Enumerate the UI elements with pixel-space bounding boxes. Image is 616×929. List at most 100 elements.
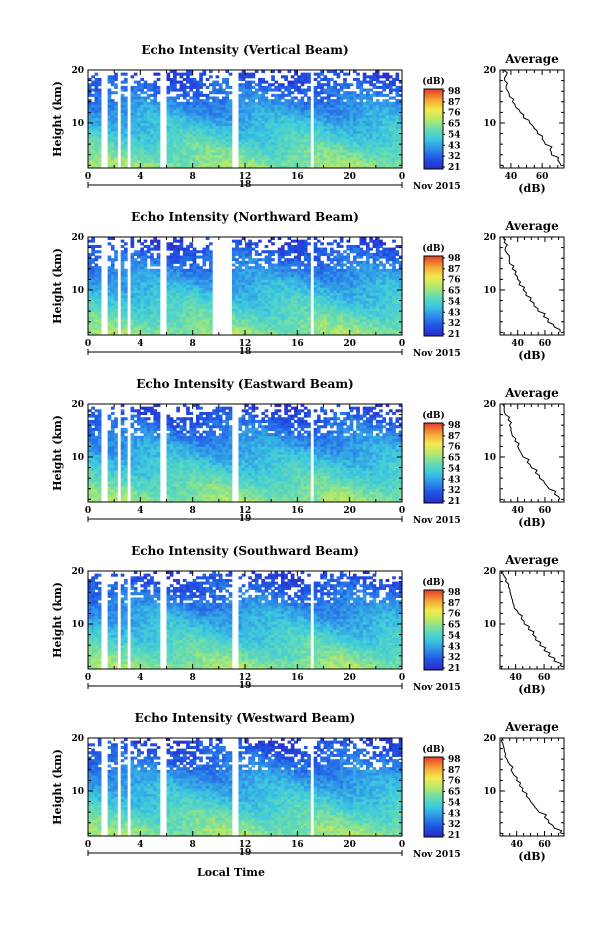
heatmap-cell (209, 301, 213, 304)
heatmap-cell (108, 152, 112, 155)
heatmap-cell (150, 83, 154, 86)
heatmap-cell (98, 112, 102, 115)
heatmap-cell (232, 293, 236, 296)
heatmap-cell (131, 139, 135, 142)
heatmap-cell (301, 293, 305, 296)
heatmap-cell (219, 107, 223, 110)
heatmap-cell (258, 266, 262, 269)
heatmap-cell (216, 131, 220, 134)
heatmap-cell (137, 298, 141, 301)
heatmap-cell (324, 298, 328, 301)
heatmap-cell (327, 155, 331, 158)
heatmap-cell (144, 314, 148, 317)
heatmap-cell (281, 295, 285, 298)
heatmap-cell (98, 126, 102, 129)
heatmap-cell (330, 160, 334, 163)
heatmap-cell (278, 256, 282, 259)
heatmap-cell (189, 253, 193, 256)
heatmap-cell (327, 242, 331, 245)
heatmap-cell (242, 110, 246, 113)
heatmap-cell (176, 298, 180, 301)
heatmap-cell (176, 269, 180, 272)
heatmap-cell (356, 149, 360, 152)
heatmap-cell (95, 96, 99, 99)
heatmap-cell (238, 73, 242, 76)
heatmap-cell (304, 277, 308, 280)
heatmap-cell (297, 314, 301, 317)
heatmap-cell (150, 152, 154, 155)
heatmap-cell (281, 142, 285, 145)
heatmap-cell (333, 322, 337, 325)
heatmap-cell (366, 157, 370, 160)
heatmap-cell (265, 295, 269, 298)
heatmap-cell (327, 316, 331, 319)
heatmap-cell (124, 314, 128, 317)
heatmap-cell (137, 89, 141, 92)
heatmap-cell (333, 128, 337, 131)
heatmap-cell (389, 134, 393, 137)
heatmap-cell (274, 102, 278, 105)
heatmap-cell (265, 298, 269, 301)
heatmap-cell (291, 324, 295, 327)
heatmap-cell (222, 144, 226, 147)
heatmap-cell (392, 110, 396, 113)
heatmap-cell (369, 89, 373, 92)
heatmap-cell (350, 123, 354, 126)
heatmap-cell (114, 285, 118, 288)
heatmap-cell (144, 160, 148, 163)
heatmap-cell (95, 112, 99, 115)
heatmap-cell (330, 134, 334, 137)
heatmap-cell (271, 327, 275, 330)
heatmap-cell (330, 274, 334, 277)
heatmap-cell (131, 126, 135, 129)
heatmap-cell (307, 144, 311, 147)
heatmap-cell (242, 144, 246, 147)
heatmap-cell (91, 131, 95, 134)
heatmap-cell (314, 258, 318, 261)
heatmap-cell (150, 144, 154, 147)
heatmap-cell (232, 330, 236, 333)
heatmap-cell (274, 250, 278, 253)
heatmap-cell (324, 96, 328, 99)
heatmap-cell (88, 240, 92, 243)
heatmap-cell (324, 279, 328, 282)
heatmap-cell (98, 155, 102, 158)
heatmap-cell (278, 123, 282, 126)
heatmap-cell (173, 89, 177, 92)
heatmap-cell (304, 285, 308, 288)
heatmap-cell (235, 287, 239, 290)
heatmap-cell (186, 144, 190, 147)
heatmap-cell (337, 142, 341, 145)
heatmap-cell (314, 301, 318, 304)
heatmap-cell (176, 256, 180, 259)
heatmap-cell (225, 134, 229, 137)
heatmap-cell (294, 86, 298, 89)
heatmap-cell (242, 107, 246, 110)
heatmap-cell (186, 120, 190, 123)
heatmap-cell (265, 309, 269, 312)
heatmap-cell (167, 136, 171, 139)
heatmap-cell (186, 152, 190, 155)
heatmap-cell (134, 250, 138, 253)
heatmap-cell (288, 163, 292, 166)
heatmap-cell (382, 120, 386, 123)
heatmap-cell (144, 102, 148, 105)
heatmap-cell (193, 112, 197, 115)
heatmap-cell (304, 142, 308, 145)
heatmap-cell (153, 287, 157, 290)
heatmap-cell (186, 91, 190, 94)
heatmap-cell (261, 112, 265, 115)
heatmap-cell (255, 274, 259, 277)
heatmap-cell (114, 112, 118, 115)
heatmap-cell (369, 147, 373, 150)
heatmap-cell (140, 309, 144, 312)
heatmap-cell (245, 322, 249, 325)
heatmap-cell (317, 94, 321, 97)
heatmap-cell (274, 287, 278, 290)
heatmap-cell (186, 102, 190, 105)
heatmap-cell (98, 157, 102, 160)
heatmap-cell (216, 107, 220, 110)
heatmap-cell (131, 107, 135, 110)
heatmap-cell (268, 258, 272, 261)
heatmap-cell (255, 298, 259, 301)
